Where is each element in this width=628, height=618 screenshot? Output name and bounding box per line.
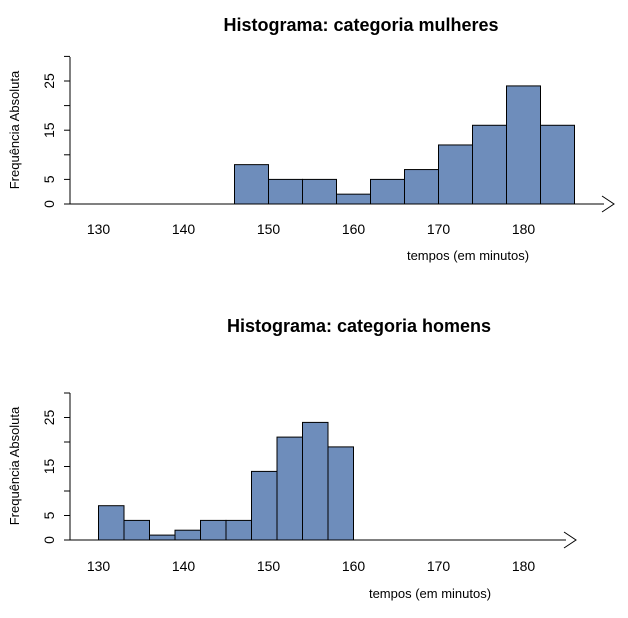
y-tick-label: 5 (41, 175, 57, 183)
x-tick-label: 160 (342, 221, 366, 237)
histogram-bar (302, 421, 329, 541)
histogram-bar (98, 505, 125, 541)
x-tick-label: 150 (257, 558, 281, 574)
y-tick-label: 15 (41, 459, 57, 475)
x-tick-label: 150 (257, 221, 281, 237)
x-tick-label: 140 (172, 221, 196, 237)
histogram-bar (276, 436, 303, 541)
x-tick-label: 180 (512, 558, 536, 574)
histogram-bar (327, 446, 354, 541)
chart-title: Histograma: categoria mulheres (223, 15, 498, 35)
x-tick-label: 130 (87, 558, 111, 574)
y-tick-label: 25 (41, 73, 57, 89)
x-axis-arrow (563, 531, 577, 549)
y-tick-label: 15 (41, 122, 57, 138)
histogram-bar (149, 534, 176, 541)
bar-group (98, 421, 354, 541)
histogram-bar (225, 519, 252, 541)
histogram-bar (268, 178, 303, 205)
x-tick-label: 170 (427, 558, 451, 574)
y-axis-label: Frequência Absoluta (7, 406, 22, 525)
histogram-bar (540, 124, 575, 205)
y-tick-label: 25 (41, 410, 57, 426)
histogram-bar (234, 164, 269, 205)
x-tick-label: 180 (512, 221, 536, 237)
histogram-bar (336, 193, 371, 205)
y-tick-label: 0 (41, 200, 57, 208)
x-axis-label: tempos (em minutos) (407, 248, 529, 263)
histogram-panel-homens: Histograma: categoria homens Frequência … (7, 316, 577, 601)
histogram-bar (251, 470, 278, 541)
x-axis-label: tempos (em minutos) (369, 586, 491, 601)
axes: 0 5 15 25 130 140 150 160 170 180 (41, 55, 615, 237)
axes: 0 5 15 25 130 140 150 160 170 180 (41, 392, 577, 574)
histogram-bar (200, 519, 227, 541)
histogram-panel-mulheres: Histograma: categoria mulheres Frequênci… (7, 15, 615, 263)
histogram-bar (370, 178, 405, 205)
x-tick-label: 170 (427, 221, 451, 237)
histogram-bar (123, 519, 150, 541)
histogram-bar (302, 178, 337, 205)
x-axis-arrow (601, 195, 615, 213)
x-tick-label: 140 (172, 558, 196, 574)
y-tick-label: 0 (41, 536, 57, 544)
histogram-bar (174, 529, 201, 541)
chart-title: Histograma: categoria homens (227, 316, 491, 336)
histogram-bar (404, 169, 439, 205)
x-tick-label: 160 (342, 558, 366, 574)
histogram-bar (506, 85, 541, 205)
histogram-bar (438, 144, 473, 205)
x-tick-label: 130 (87, 221, 111, 237)
histogram-bar (472, 124, 507, 205)
y-axis-label: Frequência Absoluta (7, 70, 22, 189)
y-tick-label: 5 (41, 511, 57, 519)
bar-group (234, 85, 575, 205)
